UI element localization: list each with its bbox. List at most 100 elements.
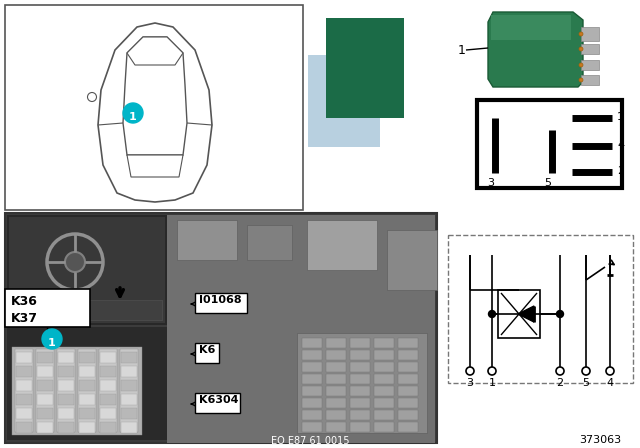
Bar (79, 394, 95, 405)
Bar (195, 293, 247, 313)
Polygon shape (127, 155, 183, 177)
Bar (350, 338, 370, 348)
Bar (12, 347, 142, 435)
Text: 3: 3 (467, 378, 474, 388)
Text: 3: 3 (488, 178, 495, 188)
Circle shape (488, 310, 495, 318)
Bar (581, 75, 599, 85)
Bar (100, 394, 116, 405)
Bar (5, 289, 90, 327)
Circle shape (579, 47, 583, 51)
Bar (326, 350, 346, 360)
Text: 4: 4 (607, 378, 614, 388)
Text: I01068: I01068 (199, 295, 242, 305)
Bar (247, 225, 292, 260)
Circle shape (557, 310, 563, 318)
Polygon shape (127, 37, 183, 65)
Bar (58, 366, 74, 377)
Bar (398, 374, 418, 384)
Bar (302, 386, 322, 396)
Bar (477, 100, 622, 188)
Bar (100, 352, 116, 363)
Bar (79, 352, 95, 363)
Bar (374, 410, 394, 420)
Bar (37, 394, 53, 405)
Text: 5: 5 (582, 378, 589, 388)
Circle shape (579, 63, 583, 67)
Bar (326, 398, 346, 408)
Text: 373063: 373063 (579, 435, 621, 445)
Bar (100, 366, 116, 377)
Bar (121, 422, 137, 433)
Bar (195, 343, 219, 363)
Bar (326, 362, 346, 372)
Text: K6304: K6304 (199, 395, 239, 405)
Bar (350, 374, 370, 384)
Bar (36, 349, 54, 432)
Bar (121, 366, 137, 377)
Bar (398, 422, 418, 432)
Bar (121, 394, 137, 405)
Bar (58, 380, 74, 391)
Bar (37, 422, 53, 433)
Bar (167, 215, 435, 443)
Bar (448, 235, 633, 383)
Text: K37: K37 (11, 312, 38, 325)
Bar (326, 386, 346, 396)
Bar (581, 27, 599, 41)
Bar (16, 352, 32, 363)
Bar (58, 394, 74, 405)
Bar (121, 380, 137, 391)
Bar (58, 422, 74, 433)
Bar (5, 5, 303, 210)
Bar (350, 422, 370, 432)
Text: K6: K6 (199, 345, 216, 355)
Bar (307, 220, 377, 270)
Bar (16, 394, 32, 405)
Bar (398, 338, 418, 348)
Circle shape (579, 32, 583, 36)
Circle shape (606, 367, 614, 375)
Bar (57, 349, 75, 432)
Bar (350, 386, 370, 396)
Text: 2: 2 (556, 378, 564, 388)
Bar (16, 366, 32, 377)
Bar (79, 380, 95, 391)
Circle shape (88, 92, 97, 102)
Bar (581, 60, 599, 70)
Bar (121, 408, 137, 419)
Bar (326, 410, 346, 420)
Bar (37, 408, 53, 419)
Bar (374, 374, 394, 384)
Bar (120, 349, 138, 432)
Bar (374, 422, 394, 432)
Text: 1: 1 (488, 378, 495, 388)
Bar (350, 410, 370, 420)
Polygon shape (488, 12, 583, 87)
Bar (121, 352, 137, 363)
Circle shape (42, 329, 62, 349)
Bar (326, 374, 346, 384)
Text: 1: 1 (48, 338, 56, 348)
Circle shape (579, 78, 583, 82)
Polygon shape (518, 306, 534, 322)
Circle shape (488, 367, 496, 375)
Bar (302, 350, 322, 360)
Bar (302, 374, 322, 384)
Bar (16, 408, 32, 419)
Bar (491, 15, 571, 40)
Bar (100, 422, 116, 433)
Bar (350, 398, 370, 408)
Bar (37, 366, 53, 377)
Bar (308, 55, 380, 147)
Bar (100, 380, 116, 391)
Bar (302, 398, 322, 408)
Bar (398, 398, 418, 408)
Bar (398, 362, 418, 372)
Bar (374, 386, 394, 396)
Bar (398, 410, 418, 420)
Bar (350, 350, 370, 360)
Bar (326, 338, 346, 348)
Bar (195, 393, 240, 413)
Bar (326, 422, 346, 432)
